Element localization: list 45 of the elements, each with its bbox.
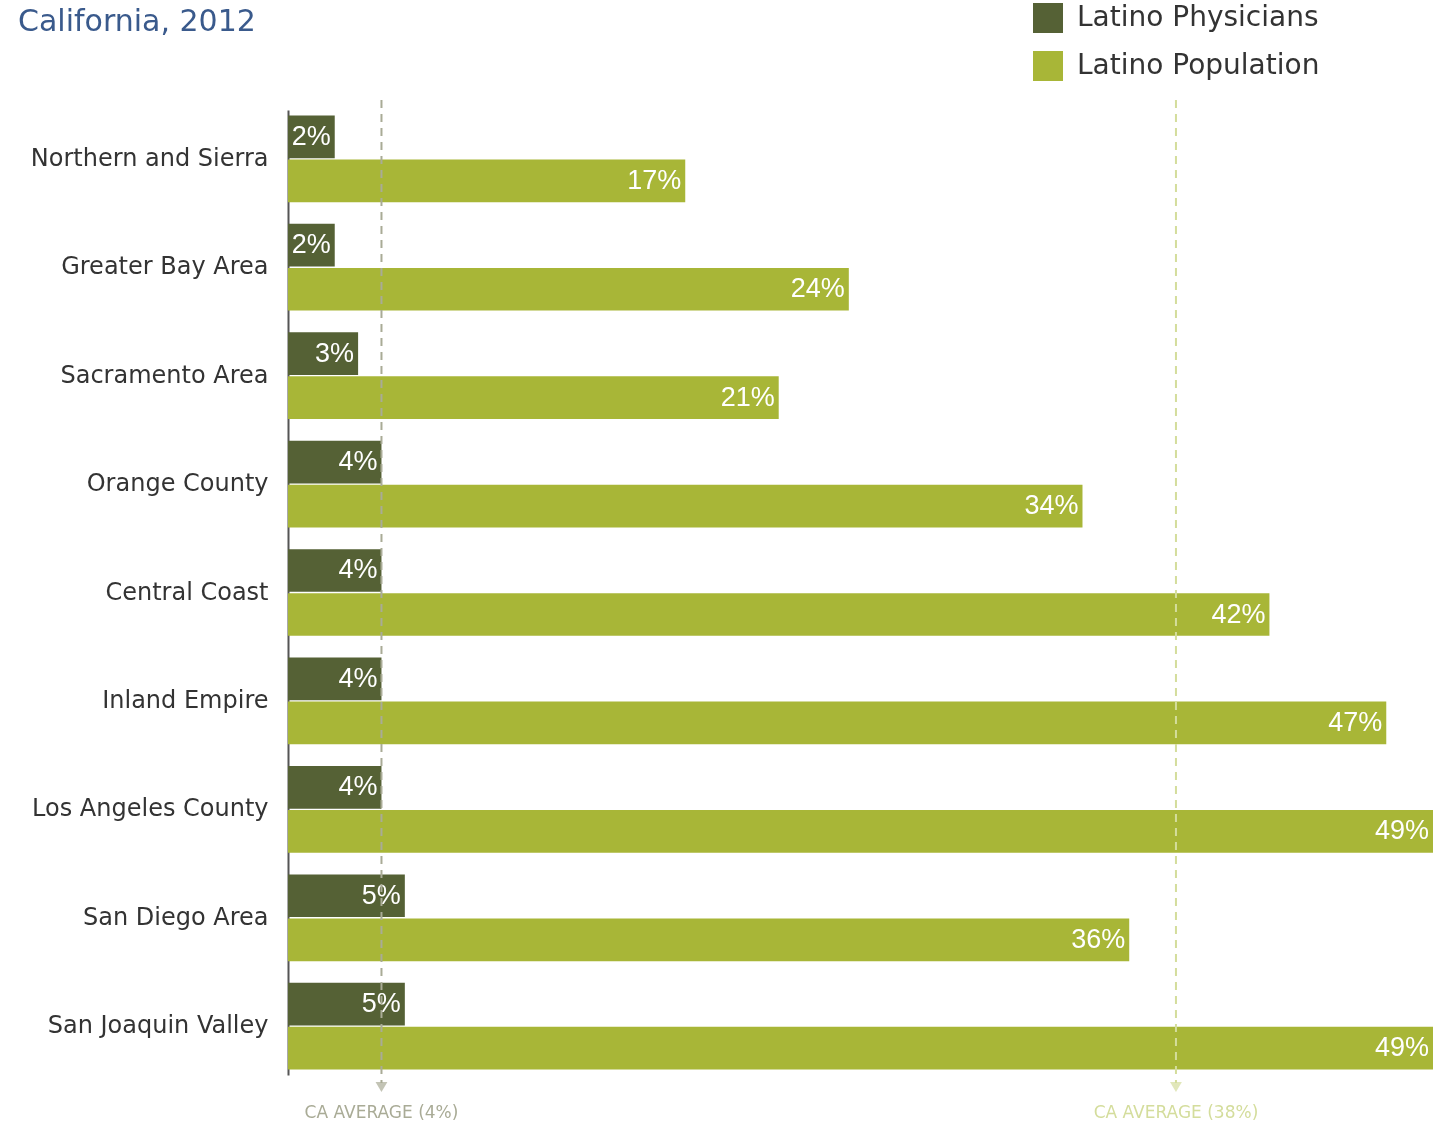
bar xyxy=(288,810,1433,853)
bar xyxy=(288,593,1270,636)
data-label: 47% xyxy=(1328,706,1383,737)
data-label: 2% xyxy=(291,229,331,260)
data-label: 21% xyxy=(720,381,775,412)
data-label: 49% xyxy=(1374,815,1429,846)
bar xyxy=(288,376,779,420)
y-tick-label: Sacramento Area xyxy=(60,360,269,389)
bar xyxy=(288,267,849,311)
data-label: 5% xyxy=(361,988,401,1019)
data-label: 36% xyxy=(1071,923,1126,954)
data-label: 5% xyxy=(361,879,401,910)
y-tick-label: San Diego Area xyxy=(83,902,269,931)
chart-title: California, 2012 xyxy=(18,3,256,38)
data-label: 2% xyxy=(291,120,331,151)
data-label: 24% xyxy=(790,273,845,304)
data-label: 4% xyxy=(338,662,378,693)
legend-label: Latino Population xyxy=(1077,48,1320,81)
data-label: 4% xyxy=(338,554,378,585)
bar xyxy=(288,159,686,203)
data-label: 49% xyxy=(1374,1032,1429,1063)
data-label: 4% xyxy=(338,771,378,802)
ref-line-label: CA AVERAGE (38%) xyxy=(1093,1102,1259,1122)
bar xyxy=(288,549,382,592)
bar xyxy=(288,982,405,1026)
legend-label: Latino Physicians xyxy=(1077,0,1319,33)
data-label: 4% xyxy=(338,446,378,477)
bar xyxy=(288,874,405,918)
bar xyxy=(288,484,1083,528)
y-tick-label: Central Coast xyxy=(105,577,269,606)
y-tick-label: Northern and Sierra xyxy=(30,143,269,172)
bar xyxy=(288,1026,1433,1070)
ref-line-label: CA AVERAGE (4%) xyxy=(304,1102,459,1122)
bar xyxy=(288,701,1387,745)
data-label: 3% xyxy=(315,337,355,368)
bar xyxy=(288,918,1130,962)
y-tick-label: Orange County xyxy=(86,469,269,498)
data-label: 42% xyxy=(1211,598,1266,629)
y-tick-label: Los Angeles County xyxy=(32,794,269,823)
data-label: 34% xyxy=(1024,490,1079,521)
bar xyxy=(288,765,382,809)
y-tick-label: Inland Empire xyxy=(102,685,269,714)
y-tick-label: San Joaquin Valley xyxy=(47,1011,269,1040)
y-tick-label: Greater Bay Area xyxy=(61,252,269,281)
data-label: 17% xyxy=(627,164,682,195)
